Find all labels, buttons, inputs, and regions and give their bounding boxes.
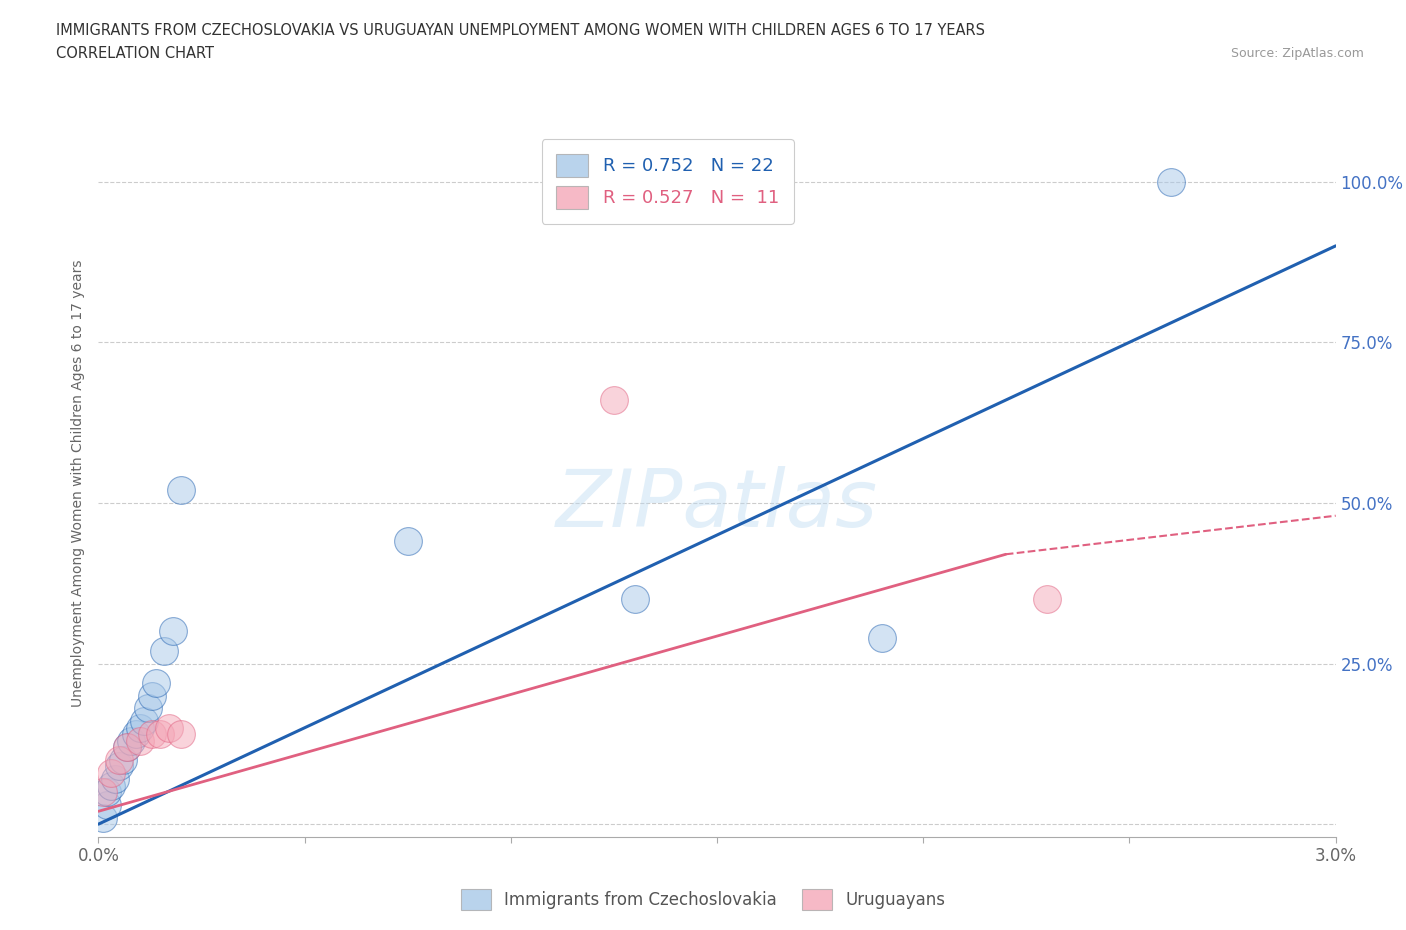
Point [108, 759, 131, 774]
Point [603, 392, 626, 407]
Legend: R = 0.752   N = 22, R = 0.527   N =  11: R = 0.752 N = 22, R = 0.527 N = 11 [541, 140, 793, 223]
Point [623, 591, 645, 606]
Y-axis label: Unemployment Among Women with Children Ages 6 to 17 years: Unemployment Among Women with Children A… [72, 259, 86, 708]
Point [124, 726, 146, 741]
Point [100, 765, 122, 780]
Point [141, 688, 163, 703]
Point [108, 752, 131, 767]
Point [157, 721, 180, 736]
Point [136, 701, 159, 716]
Point [112, 752, 135, 767]
Point [153, 644, 176, 658]
Legend: Immigrants from Czechoslovakia, Uruguayans: Immigrants from Czechoslovakia, Uruguaya… [454, 883, 952, 917]
Point [170, 483, 193, 498]
Point [145, 675, 167, 690]
Point [149, 726, 172, 741]
Point [91, 785, 114, 800]
Point [100, 778, 122, 793]
Point [96, 785, 118, 800]
Point [96, 797, 118, 812]
Point [117, 739, 139, 754]
Point [170, 726, 193, 741]
Point [141, 726, 163, 741]
Point [91, 810, 114, 825]
Point [117, 739, 139, 754]
Point [104, 772, 127, 787]
Text: ZIPatlas: ZIPatlas [555, 466, 879, 544]
Point [1160, 174, 1182, 189]
Point [128, 721, 150, 736]
Text: Source: ZipAtlas.com: Source: ZipAtlas.com [1230, 46, 1364, 60]
Point [396, 534, 419, 549]
Point [120, 733, 142, 748]
Point [132, 714, 155, 729]
Point [128, 733, 150, 748]
Point [1036, 591, 1059, 606]
Point [870, 631, 893, 645]
Point [162, 624, 184, 639]
Text: CORRELATION CHART: CORRELATION CHART [56, 46, 214, 61]
Text: IMMIGRANTS FROM CZECHOSLOVAKIA VS URUGUAYAN UNEMPLOYMENT AMONG WOMEN WITH CHILDR: IMMIGRANTS FROM CZECHOSLOVAKIA VS URUGUA… [56, 23, 986, 38]
